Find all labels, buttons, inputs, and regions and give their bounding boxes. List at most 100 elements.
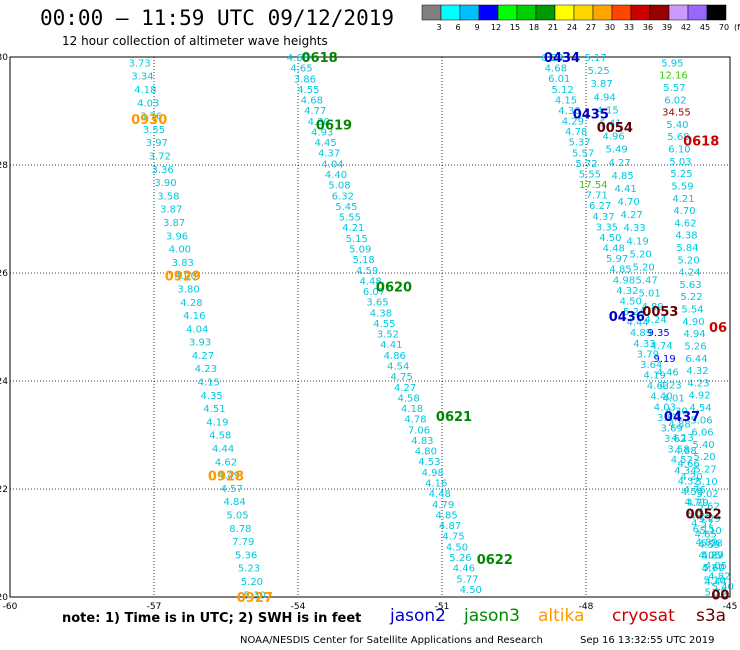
wave-height-point: 4.75	[442, 532, 464, 543]
wave-height-point: 4.00	[169, 245, 191, 256]
wave-height-point: 4.78	[565, 127, 587, 138]
wave-height-point: 8.78	[229, 524, 251, 535]
wave-height-point: 4.92	[688, 391, 710, 402]
wave-height-point: 4.55	[373, 319, 395, 330]
wave-height-point: 4.24	[689, 511, 711, 522]
wave-height-point: 5.17	[584, 53, 606, 64]
wave-height-point: 4.68	[301, 96, 323, 107]
wave-height-point: 4.63	[647, 381, 669, 392]
colorbar-label: 45	[700, 23, 710, 32]
colorbar-swatch	[535, 4, 556, 21]
chart-title: 00:00 – 11:59 UTC 09/12/2019	[40, 6, 395, 30]
wave-height-point: 7.71	[586, 191, 608, 202]
wave-height-point: 5.20	[693, 452, 715, 463]
wave-height-point: 3.72	[149, 151, 171, 162]
wave-height-point: 4.83	[411, 436, 433, 447]
colorbar-label: 70	[719, 23, 729, 32]
wave-height-point: 4.57	[221, 484, 243, 495]
wave-height-point: 6.15	[692, 524, 714, 535]
wave-height-point: 3.90	[154, 178, 176, 189]
wave-height-point: 4.85	[611, 171, 633, 182]
wave-height-point: 4.35	[200, 391, 222, 402]
wave-height-point: 4.87	[439, 521, 461, 532]
wave-height-point: 5.36	[235, 550, 257, 561]
wave-height-point: 5.20	[677, 255, 699, 266]
pass-time-label: 0434	[544, 51, 580, 66]
wave-height-point: 4.77	[701, 564, 723, 575]
colorbar-swatch	[478, 4, 499, 21]
wave-height-point: 3.69	[661, 423, 683, 434]
wave-height-point: 6.06	[691, 428, 713, 439]
wave-height-point: 4.16	[425, 479, 447, 490]
wave-height-point: 4.21	[672, 194, 694, 205]
wave-height-point: 4.44	[704, 577, 726, 588]
wave-height-point: 4.30	[558, 106, 580, 117]
wave-height-point: 4.48	[359, 276, 381, 287]
colorbar-swatch	[554, 4, 575, 21]
wave-height-point: 7.79	[232, 537, 254, 548]
wave-height-point: 4.19	[626, 236, 648, 247]
wave-height-point: 3.35	[596, 222, 618, 233]
wave-height-point: 4.15	[555, 95, 577, 106]
wave-height-point: 4.54	[689, 403, 711, 414]
wave-height-point: 4.27	[701, 550, 723, 561]
colorbar-label: 33	[624, 23, 634, 32]
pass-time-label: 00	[711, 588, 729, 603]
wave-height-point: 5.35	[704, 588, 726, 599]
wave-height-point: 4.37	[592, 212, 614, 223]
chart-axes: -60 -57 -54 -51 -48 -45 20 22 24 26 28 30	[0, 53, 737, 612]
wave-height-point: 5.57	[663, 83, 685, 94]
wave-height-point: 3.34	[131, 72, 153, 83]
wave-height-point: 3.65	[366, 298, 388, 309]
wave-height-point: 5.47	[635, 276, 657, 287]
wave-height-point: 4.89	[695, 538, 717, 549]
wave-height-point: 4.29	[562, 117, 584, 128]
wave-height-point: 4.04	[321, 159, 343, 170]
wave-height-point: 4.20	[680, 472, 702, 483]
wave-height-point: 4.18	[401, 404, 423, 415]
legend-jason3: jason3	[464, 606, 520, 626]
pass-time-label: 0928	[208, 470, 244, 485]
x-tick-label: -51	[435, 602, 450, 612]
colorbar-swatch	[497, 4, 518, 21]
wave-height-point: 4.44	[626, 318, 648, 329]
wave-height-point: 4.51	[203, 404, 225, 415]
wave-height-point: 4.05	[698, 551, 720, 562]
wave-height-point: 4.34	[674, 466, 696, 477]
wave-height-point: 4.03	[137, 98, 159, 109]
wave-height-point: 4.88	[674, 446, 696, 457]
wave-height-point: 4.55	[297, 85, 319, 96]
pass-time-label: 0054	[597, 121, 633, 136]
wave-height-point: 5.30	[244, 590, 266, 601]
pass-time-label: 0929	[165, 270, 201, 285]
wave-height-point: 5.26	[449, 553, 471, 564]
x-tick-label: -60	[3, 602, 18, 612]
wave-height-point: 5.63	[679, 280, 701, 291]
wave-height-point: 5.60	[702, 563, 724, 574]
wave-height-point: 4.85	[609, 265, 631, 276]
y-tick-label: 26	[0, 269, 8, 279]
wave-height-point: 4.04	[186, 324, 208, 335]
wave-height-point: 4.23	[687, 378, 709, 389]
wave-height-point: 5.28	[700, 538, 722, 549]
colorbar-label: 21	[548, 23, 558, 32]
wave-height-point: 4.68	[545, 64, 567, 75]
wave-height-point: 4.19	[644, 371, 666, 382]
wave-height-point: 4.70	[673, 206, 695, 217]
wave-height-point: 3.87	[590, 79, 612, 90]
wave-height-point: 4.27	[608, 158, 630, 169]
wave-height-point: 5.77	[456, 574, 478, 585]
legend-jason2: jason2	[390, 606, 446, 626]
footer-note: note: 1) Time is in UTC; 2) SWH is in fe…	[62, 611, 362, 626]
pass-time-label: 0621	[436, 410, 472, 425]
wave-height-point: 3.83	[172, 258, 194, 269]
wave-height-point: 4.23	[195, 364, 217, 375]
colorbar-label: 9	[474, 23, 479, 32]
wave-height-point: 4.65	[695, 529, 717, 540]
pass-time-label: 0436	[609, 310, 645, 325]
wave-height-point: 9.19	[653, 354, 675, 365]
wave-height-point: 6.23	[541, 53, 563, 64]
wave-height-point: 5.29	[698, 514, 720, 525]
wave-height-point: 4.53	[418, 457, 440, 468]
